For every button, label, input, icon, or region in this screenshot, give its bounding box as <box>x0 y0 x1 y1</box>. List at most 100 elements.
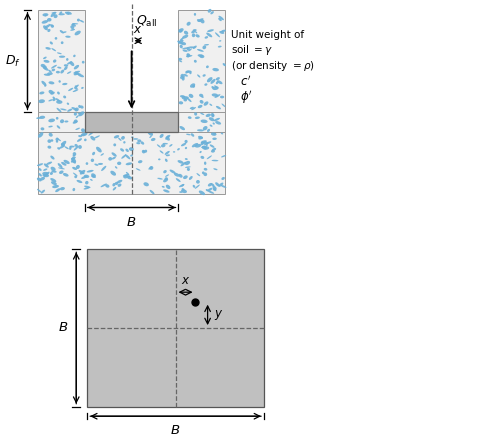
Ellipse shape <box>181 42 186 45</box>
Ellipse shape <box>221 155 226 157</box>
Ellipse shape <box>64 120 68 123</box>
Ellipse shape <box>149 167 152 169</box>
Ellipse shape <box>199 190 205 195</box>
Ellipse shape <box>203 173 207 176</box>
Ellipse shape <box>182 96 185 99</box>
Ellipse shape <box>163 143 168 145</box>
Ellipse shape <box>72 157 76 159</box>
Ellipse shape <box>183 74 188 77</box>
Ellipse shape <box>59 145 65 149</box>
Ellipse shape <box>181 184 184 187</box>
Ellipse shape <box>212 188 216 191</box>
Ellipse shape <box>48 70 52 73</box>
Ellipse shape <box>41 190 45 194</box>
Ellipse shape <box>108 157 112 161</box>
Ellipse shape <box>203 126 208 130</box>
Ellipse shape <box>205 145 208 147</box>
Ellipse shape <box>82 61 85 64</box>
Ellipse shape <box>44 172 50 177</box>
Ellipse shape <box>197 74 200 78</box>
Ellipse shape <box>184 140 188 143</box>
Ellipse shape <box>218 18 222 21</box>
Ellipse shape <box>178 40 183 44</box>
Ellipse shape <box>59 170 63 174</box>
Ellipse shape <box>80 170 85 174</box>
Ellipse shape <box>221 177 225 180</box>
Text: $D_f$: $D_f$ <box>5 54 21 69</box>
Ellipse shape <box>57 138 61 141</box>
Ellipse shape <box>47 139 51 143</box>
Ellipse shape <box>165 135 170 140</box>
Ellipse shape <box>197 173 200 176</box>
Ellipse shape <box>166 136 169 138</box>
Ellipse shape <box>211 150 215 153</box>
Ellipse shape <box>60 119 64 123</box>
Ellipse shape <box>73 89 78 92</box>
Ellipse shape <box>59 80 61 83</box>
Ellipse shape <box>190 107 194 109</box>
Ellipse shape <box>64 66 68 70</box>
Ellipse shape <box>70 145 75 148</box>
Ellipse shape <box>186 55 193 57</box>
Ellipse shape <box>220 96 224 99</box>
Ellipse shape <box>101 166 106 171</box>
Ellipse shape <box>186 134 191 135</box>
Ellipse shape <box>121 155 126 159</box>
Ellipse shape <box>173 151 175 153</box>
Ellipse shape <box>204 168 207 171</box>
Ellipse shape <box>188 46 196 48</box>
Ellipse shape <box>75 71 77 74</box>
Ellipse shape <box>206 114 211 117</box>
Ellipse shape <box>185 71 189 74</box>
Ellipse shape <box>57 91 60 95</box>
Ellipse shape <box>186 53 190 57</box>
Ellipse shape <box>76 180 82 183</box>
Ellipse shape <box>179 191 182 193</box>
Ellipse shape <box>59 56 65 58</box>
Ellipse shape <box>56 137 59 141</box>
Polygon shape <box>179 10 226 112</box>
Ellipse shape <box>163 178 168 182</box>
Ellipse shape <box>115 182 118 185</box>
Ellipse shape <box>138 160 142 163</box>
Ellipse shape <box>182 77 185 81</box>
Ellipse shape <box>61 162 66 166</box>
Ellipse shape <box>43 66 47 69</box>
Ellipse shape <box>218 16 224 20</box>
Ellipse shape <box>63 160 70 164</box>
Ellipse shape <box>71 160 73 163</box>
Ellipse shape <box>195 116 200 119</box>
Ellipse shape <box>81 176 87 179</box>
Ellipse shape <box>115 166 118 169</box>
Ellipse shape <box>179 29 182 33</box>
Text: soil $= \gamma$: soil $= \gamma$ <box>231 43 273 58</box>
Ellipse shape <box>207 29 214 32</box>
Ellipse shape <box>37 189 42 193</box>
Ellipse shape <box>60 70 64 74</box>
Ellipse shape <box>72 23 75 25</box>
Ellipse shape <box>57 66 61 69</box>
Ellipse shape <box>69 146 72 150</box>
Ellipse shape <box>48 90 53 94</box>
Ellipse shape <box>78 105 81 108</box>
Ellipse shape <box>52 98 56 101</box>
Ellipse shape <box>63 173 69 177</box>
Ellipse shape <box>180 95 185 98</box>
Ellipse shape <box>217 80 223 84</box>
Ellipse shape <box>73 152 76 156</box>
Ellipse shape <box>148 130 153 136</box>
Ellipse shape <box>198 105 202 108</box>
Ellipse shape <box>201 141 204 145</box>
Ellipse shape <box>183 175 188 179</box>
Ellipse shape <box>117 180 122 183</box>
Ellipse shape <box>204 44 209 45</box>
Ellipse shape <box>55 37 57 40</box>
Ellipse shape <box>184 31 188 35</box>
Ellipse shape <box>73 121 78 124</box>
Ellipse shape <box>56 98 60 102</box>
Ellipse shape <box>40 177 45 181</box>
Ellipse shape <box>185 70 192 73</box>
Ellipse shape <box>165 174 169 177</box>
Ellipse shape <box>198 136 203 140</box>
Ellipse shape <box>181 143 186 146</box>
